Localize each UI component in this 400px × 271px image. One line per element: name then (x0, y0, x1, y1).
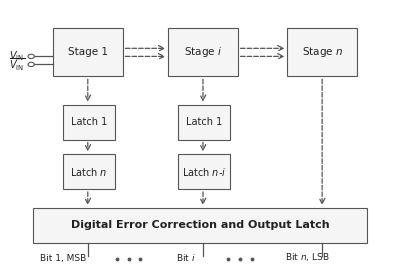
Text: Bit $i$: Bit $i$ (176, 252, 196, 263)
Text: Latch $n$-$i$: Latch $n$-$i$ (182, 166, 226, 178)
Text: Latch 1: Latch 1 (71, 117, 107, 127)
FancyBboxPatch shape (287, 28, 357, 76)
Text: $V_{\rm IN}$: $V_{\rm IN}$ (9, 50, 24, 63)
FancyBboxPatch shape (63, 154, 114, 189)
FancyBboxPatch shape (33, 208, 367, 243)
FancyBboxPatch shape (178, 154, 230, 189)
Text: Stage $i$: Stage $i$ (184, 45, 222, 59)
FancyBboxPatch shape (63, 105, 114, 140)
Text: Stage $n$: Stage $n$ (302, 45, 343, 59)
Text: Stage 1: Stage 1 (68, 47, 108, 57)
FancyBboxPatch shape (53, 28, 122, 76)
FancyBboxPatch shape (168, 28, 238, 76)
Text: Bit $n$, LSB: Bit $n$, LSB (285, 251, 330, 263)
Text: Bit 1, MSB: Bit 1, MSB (40, 254, 86, 263)
FancyBboxPatch shape (178, 105, 230, 140)
Text: Latch 1: Latch 1 (186, 117, 222, 127)
Text: Digital Error Correction and Output Latch: Digital Error Correction and Output Latc… (71, 220, 329, 230)
Text: Latch $n$: Latch $n$ (70, 166, 108, 178)
Text: $\overline{V_{\rm IN}}$: $\overline{V_{\rm IN}}$ (9, 56, 26, 73)
